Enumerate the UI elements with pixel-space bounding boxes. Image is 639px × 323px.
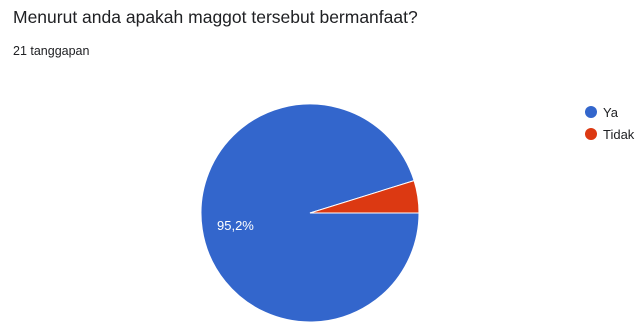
chart-legend: Ya Tidak xyxy=(585,101,634,145)
pie-slice-tidak xyxy=(309,179,420,214)
legend-item-tidak: Tidak xyxy=(585,123,634,145)
response-count: 21 tanggapan xyxy=(13,44,90,58)
legend-label-tidak: Tidak xyxy=(603,126,635,142)
question-title: Menurut anda apakah maggot tersebut berm… xyxy=(13,7,418,27)
legend-label-ya: Ya xyxy=(603,104,618,120)
legend-swatch-tidak xyxy=(585,128,597,140)
legend-item-ya: Ya xyxy=(585,101,634,123)
legend-swatch-ya xyxy=(585,106,597,118)
pie-slice-label-ya: 95,2% xyxy=(217,218,254,233)
